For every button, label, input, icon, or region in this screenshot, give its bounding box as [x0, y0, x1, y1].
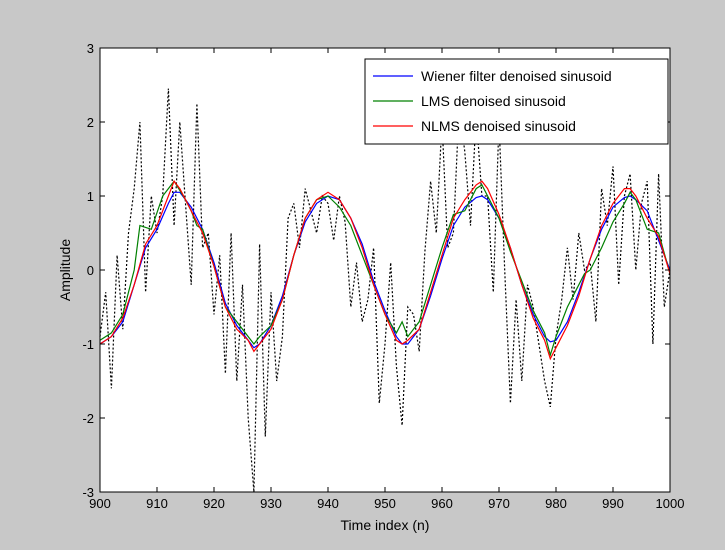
x-tick-label: 1000	[656, 496, 685, 511]
legend: Wiener filter denoised sinusoid LMS denoi…	[364, 58, 669, 145]
legend-box	[364, 58, 669, 145]
y-tick-label: 3	[87, 41, 94, 56]
lms-denoised-sinusoid-line	[99, 180, 671, 358]
x-tick-label: 960	[431, 496, 453, 511]
wiener-filter-denoised-sinusoid-line	[99, 191, 671, 349]
plot-frame	[99, 47, 671, 493]
x-tick-label: 980	[545, 496, 567, 511]
x-tick-label: 940	[317, 496, 339, 511]
x-tick-label: 920	[203, 496, 225, 511]
series-lines	[99, 88, 671, 493]
x-tick-label: 910	[146, 496, 168, 511]
x-tick-label: 950	[374, 496, 396, 511]
legend-entry: NLMS denoised sinusoid	[421, 118, 576, 134]
x-axis-label: Time index (n)	[341, 517, 430, 533]
y-axis-label: Amplitude	[57, 239, 73, 301]
y-tick-label: -2	[82, 411, 94, 426]
axis-ticks: 900 910 920 930 940 950 960 970 980 990 1000 -3 -2 -1…	[82, 41, 684, 511]
x-tick-label: 900	[89, 496, 111, 511]
x-tick-label: 930	[260, 496, 282, 511]
legend-entry: Wiener filter denoised sinusoid	[421, 68, 612, 84]
x-tick-label: 970	[488, 496, 510, 511]
y-tick-label: 0	[87, 263, 94, 278]
x-tick-label: 990	[602, 496, 624, 511]
y-tick-label: -1	[82, 337, 94, 352]
y-tick-label: 1	[87, 189, 94, 204]
noisy-signal-line	[99, 88, 671, 493]
y-tick-label: 2	[87, 115, 94, 130]
nlms-denoised-sinusoid-line	[99, 179, 671, 361]
y-tick-label: -3	[82, 485, 94, 500]
legend-entry: LMS denoised sinusoid	[421, 93, 566, 109]
